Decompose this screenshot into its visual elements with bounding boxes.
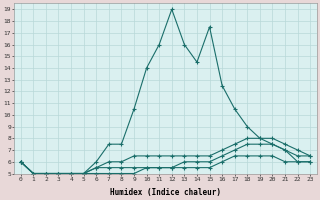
X-axis label: Humidex (Indice chaleur): Humidex (Indice chaleur) (110, 188, 221, 197)
